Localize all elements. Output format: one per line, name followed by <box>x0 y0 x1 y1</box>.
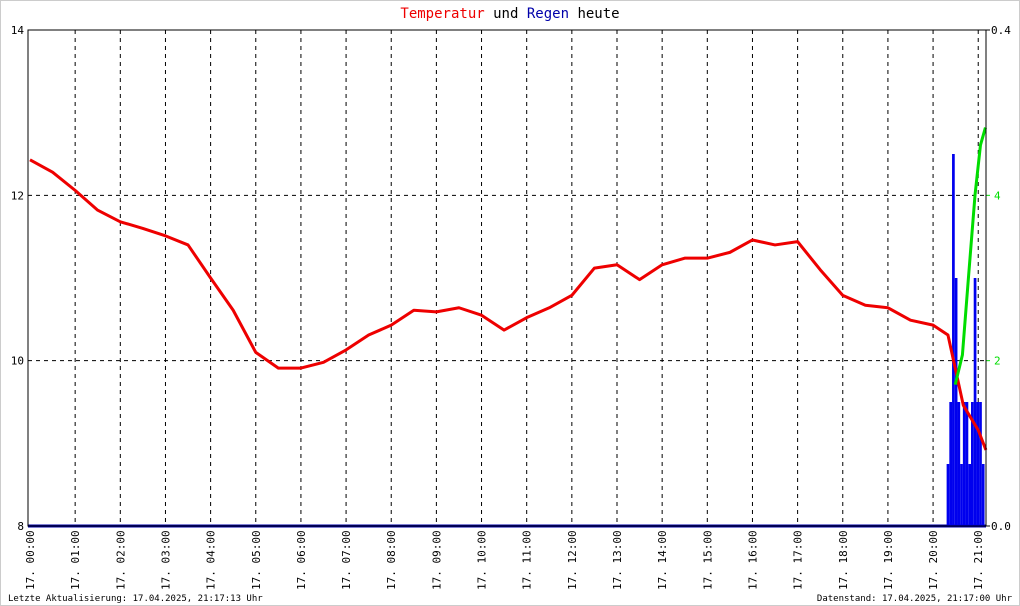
plot-border <box>27 29 987 527</box>
rain-bar <box>952 154 955 526</box>
y-tick-label: 14 <box>11 24 25 37</box>
x-tick-label: 17. 01:00 <box>69 530 82 590</box>
x-tick-label: 17. 19:00 <box>882 530 895 590</box>
x-tick-label: 17. 12:00 <box>566 530 579 590</box>
rain-bar <box>981 464 985 526</box>
x-tick-label: 17. 00:00 <box>24 530 37 590</box>
x-tick-label: 17. 09:00 <box>430 530 443 590</box>
y3-tick-label: 2 <box>994 355 1001 368</box>
rain-bar <box>973 278 977 526</box>
rain-bar <box>971 402 974 526</box>
y3-tick-label: 4 <box>994 189 1001 202</box>
y2-tick-label: 0.4 <box>991 24 1011 37</box>
x-tick-label: 17. 02:00 <box>114 530 127 590</box>
y2-tick-label: 0.0 <box>991 520 1011 533</box>
title-suffix: heute <box>577 6 619 22</box>
x-tick-label: 17. 16:00 <box>746 530 759 590</box>
x-tick-label: 17. 13:00 <box>611 530 624 590</box>
rain-bar <box>976 402 980 526</box>
x-tick-label: 17. 03:00 <box>159 530 172 590</box>
y-tick-label: 10 <box>11 355 24 368</box>
x-tick-label: 17. 18:00 <box>837 530 850 590</box>
y-tick-label: 8 <box>17 520 24 533</box>
series-line <box>953 127 987 385</box>
series-line <box>29 158 988 451</box>
x-tick-label: 17. 14:00 <box>656 530 669 590</box>
x-tick-label: 17. 10:00 <box>476 530 489 590</box>
rain-bar <box>968 464 972 526</box>
x-tick-label: 17. 04:00 <box>205 530 218 590</box>
x-tick-label: 17. 20:00 <box>927 530 940 590</box>
rain-bar <box>957 402 961 526</box>
x-tick-label: 17. 08:00 <box>385 530 398 590</box>
x-tick-label: 17. 05:00 <box>250 530 263 590</box>
rain-bar <box>946 464 950 526</box>
rain-bar <box>965 402 969 526</box>
x-tick-label: 17. 07:00 <box>340 530 353 590</box>
rain-bar <box>949 402 953 526</box>
x-tick-label: 17. 17:00 <box>792 530 805 590</box>
x-tick-label: 17. 15:00 <box>701 530 714 590</box>
title-rain: Regen <box>527 6 569 22</box>
rain-bar <box>962 402 966 526</box>
footer-left: Letzte Aktualisierung: 17.04.2025, 21:17… <box>8 594 263 604</box>
y-tick-label: 12 <box>11 189 24 202</box>
chart-title: Temperatur und Regen heute <box>400 6 619 22</box>
rain-bar <box>960 464 963 526</box>
x-tick-label: 17. 11:00 <box>521 530 534 590</box>
x-tick-label: 17. 06:00 <box>295 530 308 590</box>
title-connector: und <box>493 6 518 22</box>
rain-bar <box>979 402 982 526</box>
rain-bar <box>954 278 958 526</box>
x-tick-label: 17. 21:00 <box>972 530 985 590</box>
footer-right: Datenstand: 17.04.2025, 21:17:00 Uhr <box>817 594 1013 604</box>
title-temp: Temperatur <box>400 6 484 22</box>
